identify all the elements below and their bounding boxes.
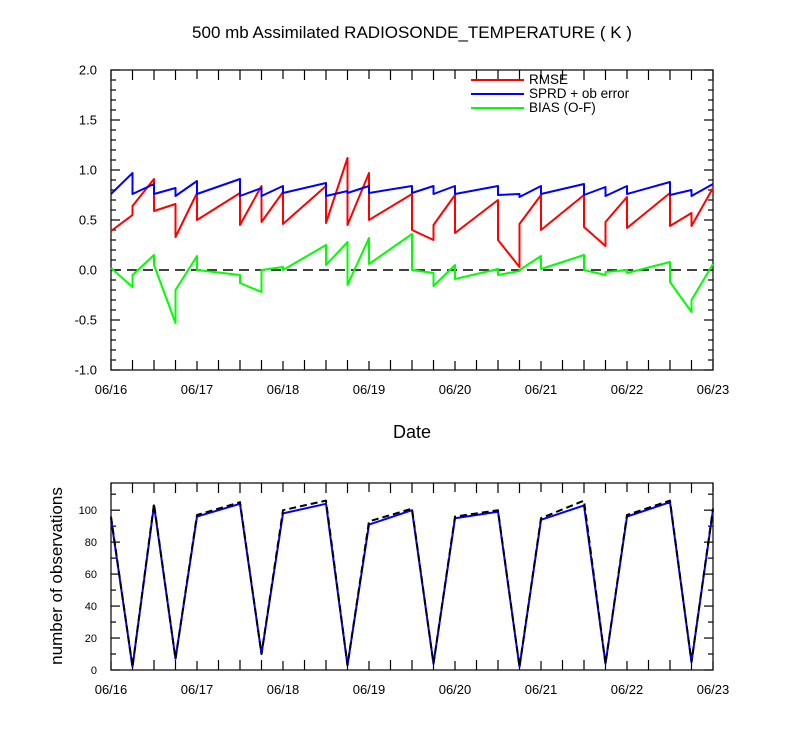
x-tick-label: 06/16 (95, 382, 128, 397)
x-tick-label: 06/20 (439, 682, 472, 697)
bottom-y-tick-labels: 0 20 40 60 80 100 (79, 505, 97, 677)
y-tick-label: 100 (79, 505, 97, 517)
x-tick-label: 06/21 (525, 382, 558, 397)
bottom-series-lines (110, 499, 714, 668)
legend-label-rmse: RMSE (529, 72, 568, 87)
y-tick-label: 1.5 (79, 113, 97, 128)
y-tick-label: -0.5 (75, 313, 97, 328)
x-tick-label: 06/22 (611, 682, 644, 697)
top-y-tick-labels: -1.0 -0.5 0.0 0.5 1.0 1.5 2.0 (75, 63, 97, 378)
x-tick-label: 06/18 (267, 682, 300, 697)
y-tick-label: 80 (85, 537, 97, 549)
top-chart: 06/16 06/17 06/18 06/19 06/20 06/21 06/22 06/23… (75, 63, 730, 442)
y-tick-label: 0.5 (79, 213, 97, 228)
x-axis-label: Date (393, 422, 431, 442)
legend-label-sprd-ob-error: SPRD + ob error (529, 86, 630, 101)
y-tick-label: 60 (85, 569, 97, 581)
series-line-rmse (110, 157, 714, 268)
x-tick-label: 06/19 (353, 682, 386, 697)
legend-label-bias-o-f: BIAS (O-F) (529, 100, 596, 115)
x-tick-label: 06/17 (181, 682, 214, 697)
x-tick-label: 06/19 (353, 382, 386, 397)
y-tick-label: -1.0 (75, 363, 97, 378)
bottom-axis-ticks (110, 483, 714, 671)
bottom-chart: 06/16 06/17 06/18 06/19 06/20 06/21 06/22 06/23… (47, 482, 730, 697)
y-tick-label: 0 (91, 665, 97, 677)
top-series-lines (110, 157, 714, 324)
x-tick-label: 06/23 (697, 682, 730, 697)
x-tick-label: 06/20 (439, 382, 472, 397)
y-tick-label: 0.0 (79, 263, 97, 278)
x-tick-label: 06/22 (611, 382, 644, 397)
series-line-sprd-ob-error (110, 172, 714, 198)
y-axis-label-observations: number of observations (47, 487, 66, 665)
series-line-bias-o-f (110, 233, 714, 324)
top-x-tick-labels: 06/16 06/17 06/18 06/19 06/20 06/21 06/22 06/23 (95, 382, 730, 397)
top-axis-ticks (110, 69, 714, 371)
x-tick-label: 06/18 (267, 382, 300, 397)
series-line-assimilated-observations (110, 501, 714, 668)
y-tick-label: 40 (85, 601, 97, 613)
series-line-possible-observations (110, 499, 714, 668)
x-tick-label: 06/21 (525, 682, 558, 697)
y-tick-label: 20 (85, 633, 97, 645)
bottom-x-tick-labels: 06/16 06/17 06/18 06/19 06/20 06/21 06/22 06/23 (95, 682, 730, 697)
x-tick-label: 06/16 (95, 682, 128, 697)
chart-title: 500 mb Assimilated RADIOSONDE_TEMPERATUR… (192, 23, 632, 42)
y-tick-label: 2.0 (79, 63, 97, 78)
y-tick-label: 1.0 (79, 163, 97, 178)
x-tick-label: 06/17 (181, 382, 214, 397)
x-tick-label: 06/23 (697, 382, 730, 397)
